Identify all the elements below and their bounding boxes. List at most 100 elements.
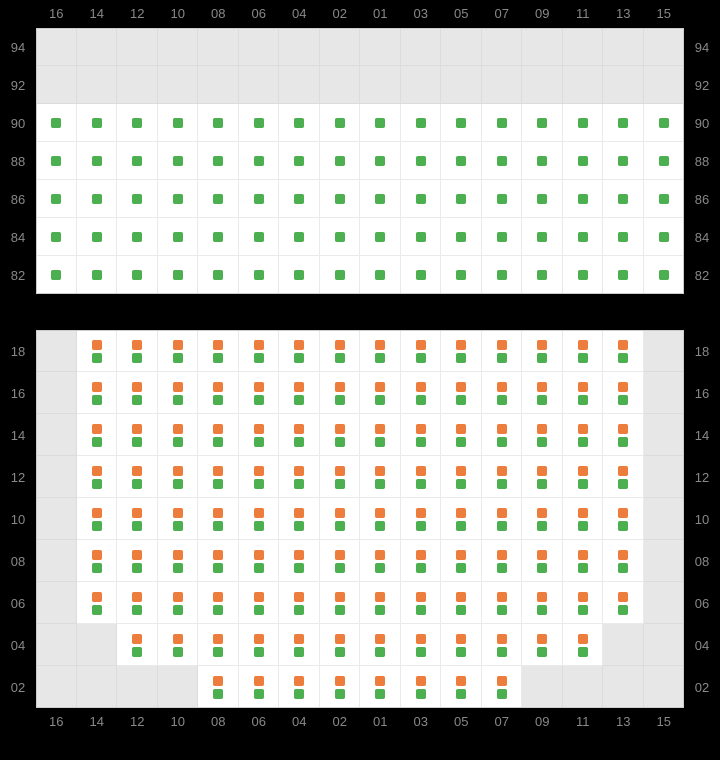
- seat-single[interactable]: [441, 256, 482, 294]
- seat-double[interactable]: [441, 540, 482, 582]
- seat-double[interactable]: [239, 456, 280, 498]
- seat-double[interactable]: [117, 624, 158, 666]
- seat-double[interactable]: [563, 582, 604, 624]
- seat-single[interactable]: [441, 142, 482, 180]
- seat-double[interactable]: [198, 414, 239, 456]
- seat-single[interactable]: [441, 180, 482, 218]
- seat-single[interactable]: [36, 256, 77, 294]
- seat-double[interactable]: [158, 540, 199, 582]
- seat-double[interactable]: [401, 666, 442, 708]
- seat-double[interactable]: [482, 330, 523, 372]
- seat-double[interactable]: [198, 582, 239, 624]
- seat-double[interactable]: [482, 498, 523, 540]
- seat-double[interactable]: [158, 624, 199, 666]
- seat-single[interactable]: [401, 104, 442, 142]
- seat-single[interactable]: [482, 218, 523, 256]
- seat-double[interactable]: [522, 330, 563, 372]
- seat-double[interactable]: [279, 624, 320, 666]
- seat-single[interactable]: [644, 180, 685, 218]
- seat-double[interactable]: [198, 666, 239, 708]
- seat-single[interactable]: [279, 104, 320, 142]
- seat-single[interactable]: [482, 256, 523, 294]
- seat-double[interactable]: [603, 330, 644, 372]
- seat-double[interactable]: [563, 372, 604, 414]
- seat-double[interactable]: [482, 582, 523, 624]
- seat-double[interactable]: [279, 330, 320, 372]
- seat-double[interactable]: [320, 414, 361, 456]
- seat-double[interactable]: [522, 540, 563, 582]
- seat-single[interactable]: [401, 256, 442, 294]
- seat-single[interactable]: [360, 104, 401, 142]
- seat-double[interactable]: [117, 540, 158, 582]
- seat-double[interactable]: [563, 498, 604, 540]
- seat-double[interactable]: [279, 372, 320, 414]
- seat-double[interactable]: [603, 498, 644, 540]
- seat-double[interactable]: [239, 624, 280, 666]
- seat-double[interactable]: [320, 498, 361, 540]
- seat-double[interactable]: [279, 414, 320, 456]
- seat-single[interactable]: [360, 180, 401, 218]
- seat-single[interactable]: [563, 180, 604, 218]
- seat-double[interactable]: [482, 540, 523, 582]
- seat-single[interactable]: [644, 256, 685, 294]
- seat-double[interactable]: [158, 372, 199, 414]
- seat-double[interactable]: [360, 414, 401, 456]
- seat-single[interactable]: [482, 142, 523, 180]
- seat-double[interactable]: [239, 582, 280, 624]
- seat-single[interactable]: [603, 180, 644, 218]
- seat-single[interactable]: [239, 218, 280, 256]
- seat-single[interactable]: [117, 142, 158, 180]
- seat-double[interactable]: [401, 582, 442, 624]
- seat-double[interactable]: [603, 372, 644, 414]
- seat-double[interactable]: [482, 372, 523, 414]
- seat-single[interactable]: [441, 104, 482, 142]
- seat-double[interactable]: [441, 414, 482, 456]
- seat-single[interactable]: [320, 142, 361, 180]
- seat-single[interactable]: [117, 218, 158, 256]
- seat-double[interactable]: [239, 666, 280, 708]
- seat-single[interactable]: [77, 104, 118, 142]
- seat-double[interactable]: [401, 372, 442, 414]
- seat-double[interactable]: [279, 540, 320, 582]
- seat-double[interactable]: [77, 540, 118, 582]
- seat-double[interactable]: [239, 330, 280, 372]
- seat-single[interactable]: [77, 142, 118, 180]
- seat-double[interactable]: [482, 414, 523, 456]
- seat-double[interactable]: [198, 624, 239, 666]
- seat-double[interactable]: [239, 372, 280, 414]
- seat-single[interactable]: [644, 218, 685, 256]
- seat-single[interactable]: [603, 142, 644, 180]
- seat-double[interactable]: [158, 456, 199, 498]
- seat-double[interactable]: [360, 666, 401, 708]
- seat-single[interactable]: [279, 218, 320, 256]
- seat-single[interactable]: [320, 218, 361, 256]
- seat-double[interactable]: [320, 330, 361, 372]
- seat-single[interactable]: [360, 218, 401, 256]
- seat-single[interactable]: [36, 180, 77, 218]
- seat-single[interactable]: [563, 218, 604, 256]
- seat-double[interactable]: [441, 624, 482, 666]
- seat-double[interactable]: [198, 330, 239, 372]
- seat-double[interactable]: [482, 456, 523, 498]
- seat-double[interactable]: [117, 456, 158, 498]
- seat-double[interactable]: [239, 498, 280, 540]
- seat-double[interactable]: [77, 582, 118, 624]
- seat-double[interactable]: [77, 330, 118, 372]
- seat-single[interactable]: [36, 142, 77, 180]
- seat-single[interactable]: [158, 180, 199, 218]
- seat-single[interactable]: [279, 256, 320, 294]
- seat-double[interactable]: [522, 582, 563, 624]
- seat-single[interactable]: [36, 218, 77, 256]
- seat-single[interactable]: [401, 218, 442, 256]
- seat-double[interactable]: [360, 330, 401, 372]
- seat-double[interactable]: [198, 540, 239, 582]
- seat-single[interactable]: [360, 142, 401, 180]
- seat-single[interactable]: [522, 142, 563, 180]
- seat-single[interactable]: [239, 142, 280, 180]
- seat-double[interactable]: [482, 624, 523, 666]
- seat-double[interactable]: [360, 456, 401, 498]
- seat-single[interactable]: [603, 218, 644, 256]
- seat-double[interactable]: [77, 498, 118, 540]
- seat-double[interactable]: [603, 456, 644, 498]
- seat-single[interactable]: [117, 180, 158, 218]
